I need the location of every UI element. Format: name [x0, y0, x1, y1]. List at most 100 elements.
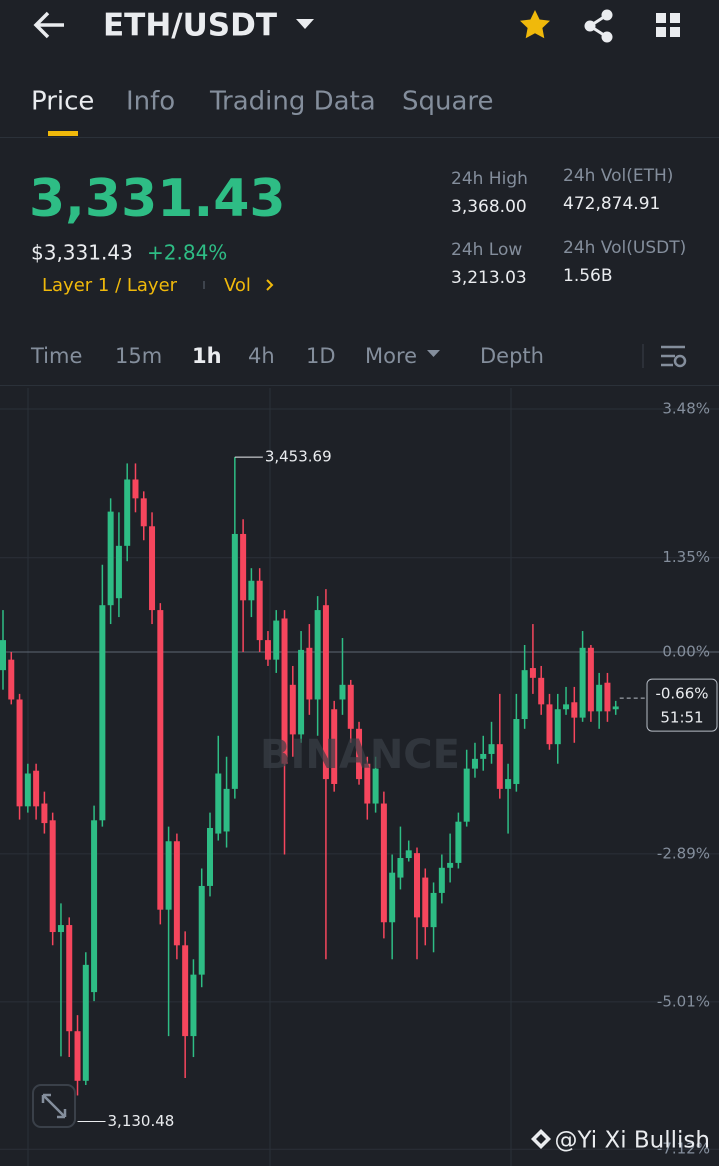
- candle-body: [447, 862, 454, 868]
- timeframe[interactable]: 1D: [306, 344, 336, 368]
- candle-body: [496, 744, 503, 789]
- candle-body: [579, 647, 586, 718]
- candle-body: [289, 684, 296, 735]
- candle-body: [49, 820, 56, 933]
- candle-body: [414, 853, 420, 918]
- candle-body: [74, 1031, 81, 1081]
- expand-icon: [41, 1093, 67, 1119]
- tag-chevron[interactable]: [266, 279, 274, 291]
- candle-body: [99, 605, 106, 821]
- tab-indicator: [48, 131, 78, 136]
- candle-body: [322, 605, 329, 780]
- candle-body: [347, 684, 354, 729]
- y-tick-label: -5.01%: [657, 992, 710, 1010]
- candle-body: [356, 728, 363, 780]
- candle-body: [546, 704, 553, 745]
- candle-body: [380, 803, 387, 923]
- candle-body: [132, 479, 139, 499]
- tab[interactable]: Trading Data: [209, 87, 376, 117]
- candle-body: [372, 768, 379, 804]
- back-button[interactable]: [33, 11, 64, 39]
- candle-body: [198, 885, 205, 975]
- candle-body: [107, 511, 114, 606]
- stat-value: 472,874.91: [563, 194, 660, 214]
- candle-body: [604, 682, 611, 712]
- candle-body: [306, 647, 313, 700]
- timeframe[interactable]: Time: [30, 344, 82, 368]
- candle-body: [298, 649, 305, 735]
- watermark: BINANCE: [260, 732, 460, 778]
- candle-body: [264, 640, 271, 660]
- timeframe[interactable]: 1h: [192, 344, 222, 368]
- timeframe[interactable]: More: [365, 344, 417, 368]
- timeframe[interactable]: 4h: [248, 344, 275, 368]
- favorite-star[interactable]: [520, 10, 550, 39]
- credit-logo: [531, 1129, 551, 1149]
- candle-body: [231, 533, 238, 789]
- back-arrow: [33, 11, 64, 39]
- price-usd: $3,331.43: [31, 241, 133, 265]
- candle-body: [66, 925, 73, 1032]
- candle-body: [314, 610, 321, 700]
- candle-body: [471, 758, 478, 769]
- credit: @Yi Xi Bullish: [555, 1128, 710, 1154]
- candle-body: [33, 770, 40, 807]
- stat-value: 3,213.03: [451, 268, 527, 288]
- candle-body: [430, 892, 437, 928]
- menu-button[interactable]: [656, 13, 680, 37]
- candle-body: [248, 580, 255, 601]
- share-button[interactable]: [584, 9, 613, 43]
- tag[interactable]: Layer 1 / Layer: [42, 275, 178, 296]
- y-tick-label: -2.89%: [657, 844, 710, 862]
- pair-title[interactable]: ETH/USDT: [103, 8, 277, 44]
- countdown: 51:51: [660, 709, 703, 727]
- candle-body: [587, 647, 594, 712]
- candle-body: [364, 763, 371, 804]
- timeframe[interactable]: 15m: [115, 344, 162, 368]
- stat-value: 3,368.00: [451, 197, 527, 217]
- candle-body: [480, 753, 487, 759]
- tab[interactable]: Info: [126, 87, 175, 117]
- candle-body: [554, 709, 561, 745]
- price-change: +2.84%: [147, 241, 227, 265]
- more-caret[interactable]: [427, 350, 440, 357]
- candle-body: [571, 702, 578, 718]
- candle-body: [331, 709, 338, 784]
- candle-body: [240, 533, 247, 601]
- candle-body: [115, 545, 122, 599]
- candle-body: [124, 479, 131, 546]
- candle-body: [215, 773, 222, 834]
- chart-settings[interactable]: [661, 345, 687, 368]
- candle-body: [256, 580, 263, 641]
- candle-body: [281, 618, 288, 764]
- candle-body: [438, 867, 445, 893]
- candle-body: [82, 964, 89, 1081]
- candle-body: [505, 779, 512, 789]
- stat-label: 24h Vol(USDT): [563, 238, 686, 258]
- candle-body: [339, 684, 346, 700]
- candle-body: [140, 498, 147, 527]
- candle-body: [8, 659, 15, 700]
- candle-body: [529, 668, 536, 678]
- candle-body: [57, 925, 64, 933]
- candle-body: [538, 677, 545, 705]
- tab[interactable]: Square: [402, 87, 494, 117]
- candle-body: [157, 610, 164, 910]
- current-price-label: -0.66%: [655, 685, 708, 703]
- tag[interactable]: Vol: [224, 275, 251, 296]
- candle-body: [0, 640, 6, 671]
- tab[interactable]: Price: [31, 87, 94, 117]
- candle-body: [405, 850, 412, 859]
- candle-body: [563, 704, 570, 710]
- candle-body: [24, 773, 31, 807]
- candle-body: [41, 803, 48, 824]
- pair-caret[interactable]: [296, 19, 314, 29]
- candle-body: [422, 877, 429, 928]
- timeframe[interactable]: Depth: [480, 344, 544, 368]
- candle-body: [165, 841, 172, 910]
- candle-body: [389, 872, 396, 923]
- last-price: 3,331.43: [29, 169, 286, 229]
- expand-button[interactable]: [32, 1084, 76, 1128]
